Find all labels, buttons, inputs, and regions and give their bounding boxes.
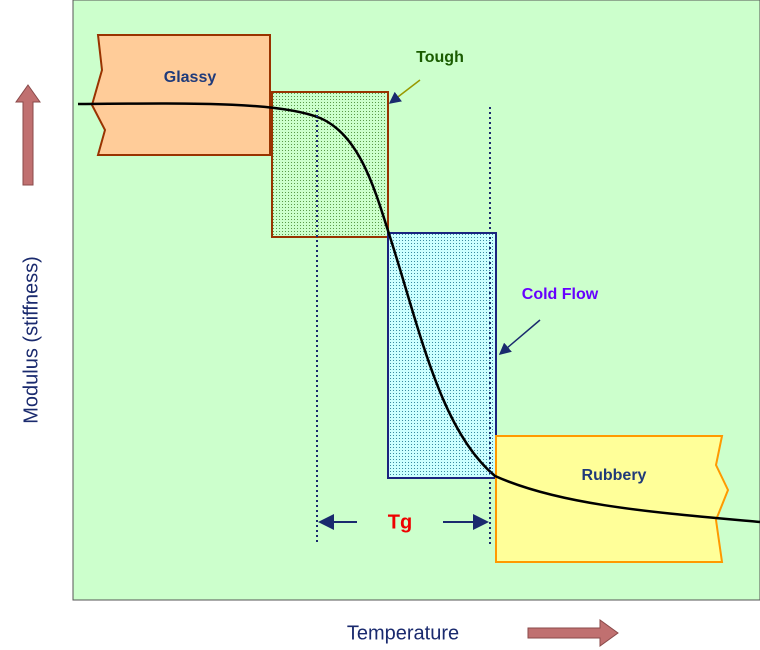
tg-label: Tg [388, 511, 412, 533]
modulus-curve [77, 102, 760, 524]
rubbery-label: Rubbery [582, 467, 647, 484]
rubbery-region [495, 435, 730, 563]
cold-flow-label: Cold Flow [522, 286, 599, 303]
tough-label: Tough [416, 49, 464, 66]
tough-region [271, 91, 389, 238]
x-axis-label: Temperature [347, 622, 459, 644]
glassy-label: Glassy [164, 69, 217, 86]
x-arrow [527, 619, 619, 647]
cold-flow-region [387, 232, 497, 479]
y-axis-label: Modulus (stiffness) [20, 256, 42, 423]
y-arrow [15, 84, 41, 186]
glassy-region [90, 34, 271, 156]
tough-pointer [388, 79, 421, 104]
cold-flow-pointer [498, 319, 541, 355]
